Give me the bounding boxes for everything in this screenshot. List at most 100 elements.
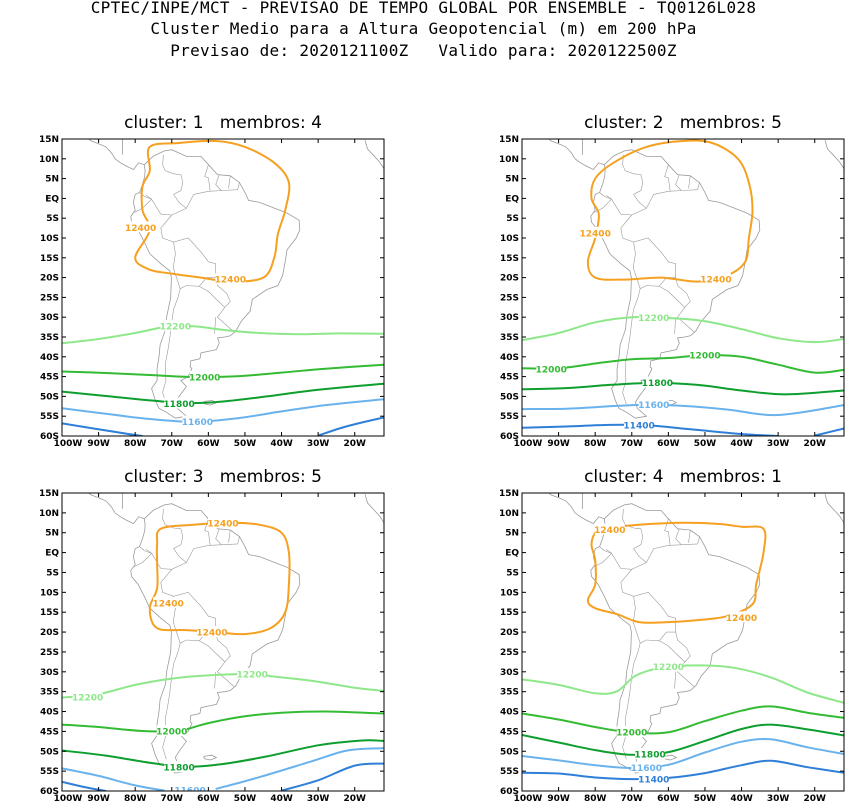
lon-tick-label: 100W <box>514 439 543 449</box>
header-line-2: Cluster Medio para a Altura Geopotencial… <box>150 19 697 38</box>
contour-label-11800: 11800 <box>642 379 673 389</box>
contour-12200 <box>62 325 384 345</box>
lat-tick-label: 15N <box>499 489 519 499</box>
lat-tick-label: 55S <box>40 767 59 777</box>
lon-tick-label: 70W <box>621 794 644 803</box>
lat-tick-label: 5S <box>46 214 59 224</box>
contour-label-11800: 11800 <box>163 764 194 774</box>
lat-tick-label: 40S <box>40 708 59 718</box>
coastline-west-africa <box>824 494 844 524</box>
country-border <box>599 192 622 215</box>
contour-label-12000: 12000 <box>689 351 720 361</box>
country-border <box>160 182 240 216</box>
cluster-map-4: 12400 12400 12200 12000 11800 11600 11400 15N 10… <box>499 489 845 803</box>
coastline-south-america <box>130 503 301 774</box>
lat-tick-label: 20S <box>40 628 59 638</box>
contour-label-11800: 11800 <box>163 400 194 410</box>
lat-tick-label: 10N <box>499 155 519 165</box>
lat-tick-label: 40S <box>500 708 519 718</box>
coastline-caribbean-north <box>121 139 123 155</box>
contour-11600 <box>215 747 384 790</box>
coastline-south-america <box>130 149 301 419</box>
lat-tick-label: 60S <box>500 432 519 442</box>
contour-11800 <box>62 739 384 768</box>
lat-tick-label: 5S <box>506 568 519 578</box>
contour-11400 <box>814 427 844 436</box>
map-frame <box>521 492 845 792</box>
coastline-caribbean-north <box>581 139 583 155</box>
lon-tick-label: 30W <box>767 439 790 449</box>
coastline-central-america <box>548 139 605 170</box>
contour-label-12400: 12400 <box>196 629 227 639</box>
contour-label-background <box>175 783 206 791</box>
contour-12200 <box>522 315 844 344</box>
contour-label-background <box>616 726 647 738</box>
contour-label-12200: 12200 <box>638 314 669 324</box>
contour-label-background <box>215 273 246 285</box>
lat-tick-label: 10S <box>500 588 519 598</box>
lat-tick-label: 45S <box>500 373 519 383</box>
lon-tick-label: 100W <box>54 439 83 449</box>
cluster-map-2: 12400 12400 12200 12000 12000 11800 11600 11400… <box>499 135 845 449</box>
country-border <box>146 549 152 554</box>
country-border <box>620 536 700 570</box>
contour-label-12400: 12400 <box>726 614 757 624</box>
contour-label-background <box>125 221 156 233</box>
contour-label-background <box>156 725 187 737</box>
lon-tick-label: 80W <box>584 794 607 803</box>
contour-label-background <box>164 397 195 409</box>
lon-tick-label: 50W <box>694 439 717 449</box>
country-border <box>606 194 612 200</box>
contour-label-background <box>594 523 625 535</box>
contour-label-11600: 11600 <box>182 418 213 428</box>
lat-tick-label: 15N <box>499 135 519 145</box>
contour-label-background <box>653 660 684 672</box>
lon-tick-label: 60W <box>197 439 220 449</box>
country-border <box>675 174 682 191</box>
lon-tick-label: 30W <box>767 794 790 803</box>
coastline-south-america <box>590 503 761 774</box>
contour-12400 <box>148 521 291 636</box>
contour-12000 <box>62 363 384 379</box>
map-frame <box>521 138 845 437</box>
lat-tick-label: 25S <box>500 648 519 658</box>
lat-tick-label: 35S <box>500 333 519 343</box>
contour-11800 <box>522 723 844 756</box>
lat-tick-label: 5N <box>45 529 59 539</box>
lat-tick-label: 10N <box>39 509 59 519</box>
country-border <box>599 546 622 569</box>
lon-tick-label: 20W <box>344 439 367 449</box>
contour-label-background <box>164 761 195 773</box>
lon-tick-label: 80W <box>584 439 607 449</box>
panel-title-4: cluster: 4 membros: 1 <box>584 467 782 487</box>
lon-tick-label: 40W <box>730 794 753 803</box>
coastline-west-africa <box>824 140 844 170</box>
lon-tick-label: 90W <box>547 439 570 449</box>
country-border <box>162 154 187 209</box>
lat-tick-label: 25S <box>500 293 519 303</box>
lat-tick-label: 60S <box>500 787 519 797</box>
coastline-west-africa <box>364 140 384 170</box>
contour-label-12400: 12400 <box>580 229 611 239</box>
lon-tick-label: 100W <box>54 794 83 803</box>
country-border <box>199 640 226 663</box>
lat-tick-label: 40S <box>40 353 59 363</box>
contour-12000 <box>522 354 844 374</box>
lat-tick-label: 15S <box>40 254 59 264</box>
country-border <box>162 288 181 405</box>
country-border <box>594 553 612 567</box>
lon-tick-label: 60W <box>657 439 680 449</box>
lon-tick-label: 70W <box>621 439 644 449</box>
lon-tick-label: 70W <box>161 439 184 449</box>
contour-12000 <box>522 705 844 735</box>
contour-11800 <box>522 381 844 396</box>
contour-11400 <box>62 780 107 791</box>
coastline-central-america <box>88 139 145 170</box>
coastline-central-america <box>88 493 145 525</box>
lon-tick-label: 80W <box>124 439 147 449</box>
country-border <box>674 317 676 334</box>
lat-tick-label: 20S <box>40 274 59 284</box>
country-border <box>160 536 240 570</box>
country-border <box>620 569 695 687</box>
contour-label-11400: 11400 <box>638 776 669 786</box>
